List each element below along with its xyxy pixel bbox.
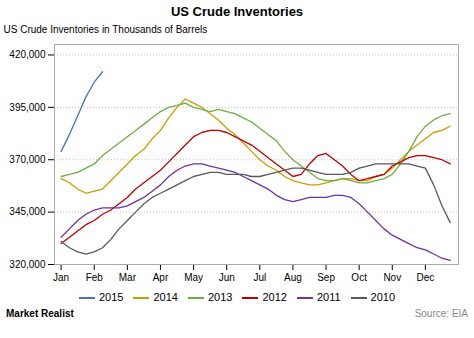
svg-text:Nov: Nov [383, 272, 401, 283]
svg-text:Apr: Apr [153, 272, 169, 283]
html-text:Source: EIA: Source: EIA [414, 308, 468, 319]
html-text:2010: 2010 [370, 291, 395, 303]
html-text:Market Realist: Market Realist [6, 308, 74, 319]
html-text:2014: 2014 [153, 291, 178, 303]
svg-text:Jun: Jun [219, 272, 235, 283]
html-text:2015: 2015 [99, 291, 124, 303]
svg-text:Feb: Feb [86, 272, 104, 283]
svg-text:Dec: Dec [416, 272, 434, 283]
svg-text:Jan: Jan [53, 272, 69, 283]
svg-text:Oct: Oct [351, 272, 367, 283]
html-text:US Crude Inventories: US Crude Inventories [170, 4, 304, 19]
svg-text:Aug: Aug [284, 272, 302, 283]
html-text:2012: 2012 [262, 291, 287, 303]
svg-text:US Crude Inventories in Thousa: US Crude Inventories in Thousands of Bar… [4, 24, 208, 35]
svg-text:May: May [184, 272, 203, 283]
svg-text:395,000: 395,000 [9, 102, 46, 113]
svg-text:420,000: 420,000 [9, 49, 46, 60]
svg-text:370,000: 370,000 [9, 154, 46, 165]
html-text:2011: 2011 [316, 291, 341, 303]
svg-text:Jul: Jul [253, 272, 266, 283]
html-text:2013: 2013 [207, 291, 233, 303]
svg-text:345,000: 345,000 [9, 206, 46, 217]
svg-text:320,000: 320,000 [9, 259, 46, 270]
svg-text:Mar: Mar [119, 272, 137, 283]
svg-text:Sep: Sep [317, 272, 335, 283]
